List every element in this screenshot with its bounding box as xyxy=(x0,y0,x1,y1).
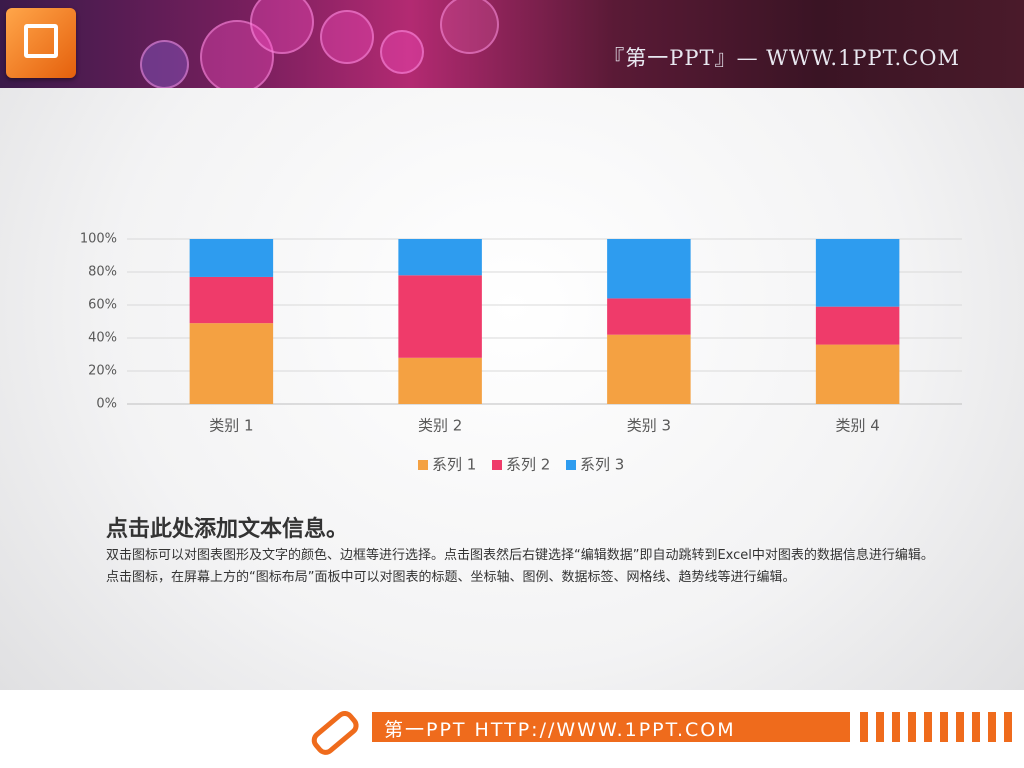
y-tick-label: 20% xyxy=(88,364,117,379)
stripe xyxy=(908,712,916,742)
legend-swatch xyxy=(492,460,502,470)
x-tick-label: 类别 4 xyxy=(835,417,879,435)
y-tick-label: 100% xyxy=(80,232,117,247)
y-tick-label: 80% xyxy=(88,265,117,280)
heading: 点击此处添加文本信息。 xyxy=(106,517,349,542)
footer: 第一PPT HTTP://WWW.1PPT.COM xyxy=(0,690,1024,768)
header-brand: 『第一PPT』— WWW.1PPT.COM xyxy=(603,46,960,70)
bar xyxy=(189,276,274,324)
stripe xyxy=(940,712,948,742)
stripe xyxy=(1004,712,1012,742)
x-tick-label: 类别 3 xyxy=(627,417,671,435)
x-tick-label: 类别 2 xyxy=(418,417,462,435)
bar xyxy=(189,239,274,277)
bar xyxy=(189,323,274,404)
bar xyxy=(607,334,691,404)
bar xyxy=(815,239,900,307)
y-tick-label: 60% xyxy=(88,298,117,313)
y-tick-label: 0% xyxy=(96,397,117,412)
header: 『第一PPT』— WWW.1PPT.COM xyxy=(0,0,1024,88)
stripe xyxy=(860,712,868,742)
bar xyxy=(607,239,691,299)
stripe xyxy=(876,712,884,742)
footer-brand: 第一PPT HTTP://WWW.1PPT.COM xyxy=(384,719,736,741)
legend-swatch xyxy=(418,460,428,470)
bar xyxy=(398,357,482,404)
legend-label: 系列 1 xyxy=(432,456,476,474)
stripe xyxy=(972,712,980,742)
bar xyxy=(398,275,482,358)
stripe xyxy=(956,712,964,742)
chart: 0% 20% 40% 60% 80% 100% 类别 1 类别 2 类别 3 类别 4 系列 1 系列… xyxy=(80,232,962,474)
stripe xyxy=(892,712,900,742)
legend-label: 系列 3 xyxy=(580,456,624,474)
body-text: 双击图标可以对图表图形及文字的颜色、边框等进行选择。点击图表然后右键选择“编辑数… xyxy=(106,548,934,585)
stripe xyxy=(924,712,932,742)
bar xyxy=(815,344,900,404)
bar xyxy=(607,298,691,335)
footer-band xyxy=(372,712,850,742)
stripe xyxy=(988,712,996,742)
y-tick-label: 40% xyxy=(88,331,117,346)
bar xyxy=(398,239,482,276)
legend-label: 系列 2 xyxy=(506,456,550,474)
x-tick-label: 类别 1 xyxy=(209,417,253,435)
bar xyxy=(815,306,900,345)
app-icon xyxy=(6,8,76,78)
legend-swatch xyxy=(566,460,576,470)
pencil-icon xyxy=(307,706,363,759)
